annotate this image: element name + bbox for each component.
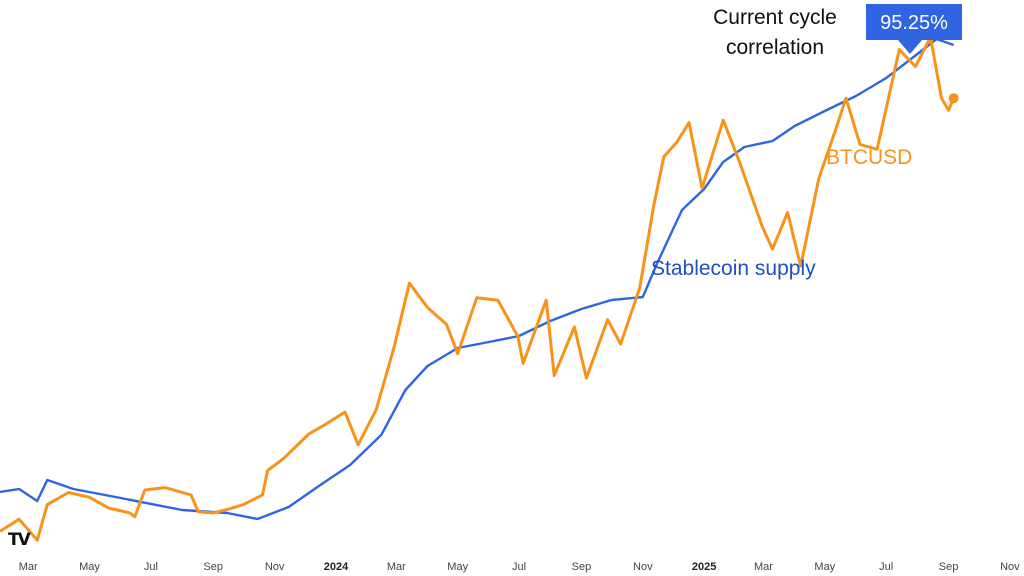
plot-area xyxy=(0,35,959,542)
btcusd-label: BTCUSD xyxy=(826,146,912,169)
x-tick-label: Mar xyxy=(19,561,38,573)
x-tick-label: May xyxy=(79,561,100,573)
x-tick-label: Mar xyxy=(387,561,406,573)
tradingview-logo: TV xyxy=(8,530,31,550)
x-tick-label: Jul xyxy=(512,561,526,573)
x-tick-label: Sep xyxy=(939,561,959,573)
stablecoin-supply-label: Stablecoin supply xyxy=(651,257,816,280)
x-tick-label: Sep xyxy=(203,561,223,573)
correlation-badge-shape xyxy=(866,4,962,54)
x-tick-label: May xyxy=(447,561,468,573)
x-tick-label: 2025 xyxy=(692,561,716,573)
correlation-label-line1: Current cycle xyxy=(713,6,837,29)
x-tick-label: Jul xyxy=(879,561,893,573)
x-tick-label: Nov xyxy=(1000,561,1020,573)
btcusd-last-point xyxy=(948,93,959,104)
x-tick-label: 2024 xyxy=(324,561,349,573)
x-tick-label: Jul xyxy=(144,561,158,573)
correlation-badge: 95.25% xyxy=(866,4,962,54)
annotations: Current cycle correlation 95.25% BTCUSD … xyxy=(651,4,962,280)
x-tick-label: Sep xyxy=(572,561,592,573)
x-tick-label: May xyxy=(814,561,835,573)
correlation-value: 95.25% xyxy=(880,12,948,34)
x-tick-label: Nov xyxy=(265,561,285,573)
x-tick-label: Nov xyxy=(633,561,653,573)
x-tick-label: Mar xyxy=(754,561,773,573)
x-axis: Mar May Jul Sep Nov 2024 Mar May Jul Sep Nov 2025 Ma… xyxy=(19,561,1020,573)
correlation-label-line2: correlation xyxy=(726,36,824,59)
btcusd-line xyxy=(0,35,955,542)
